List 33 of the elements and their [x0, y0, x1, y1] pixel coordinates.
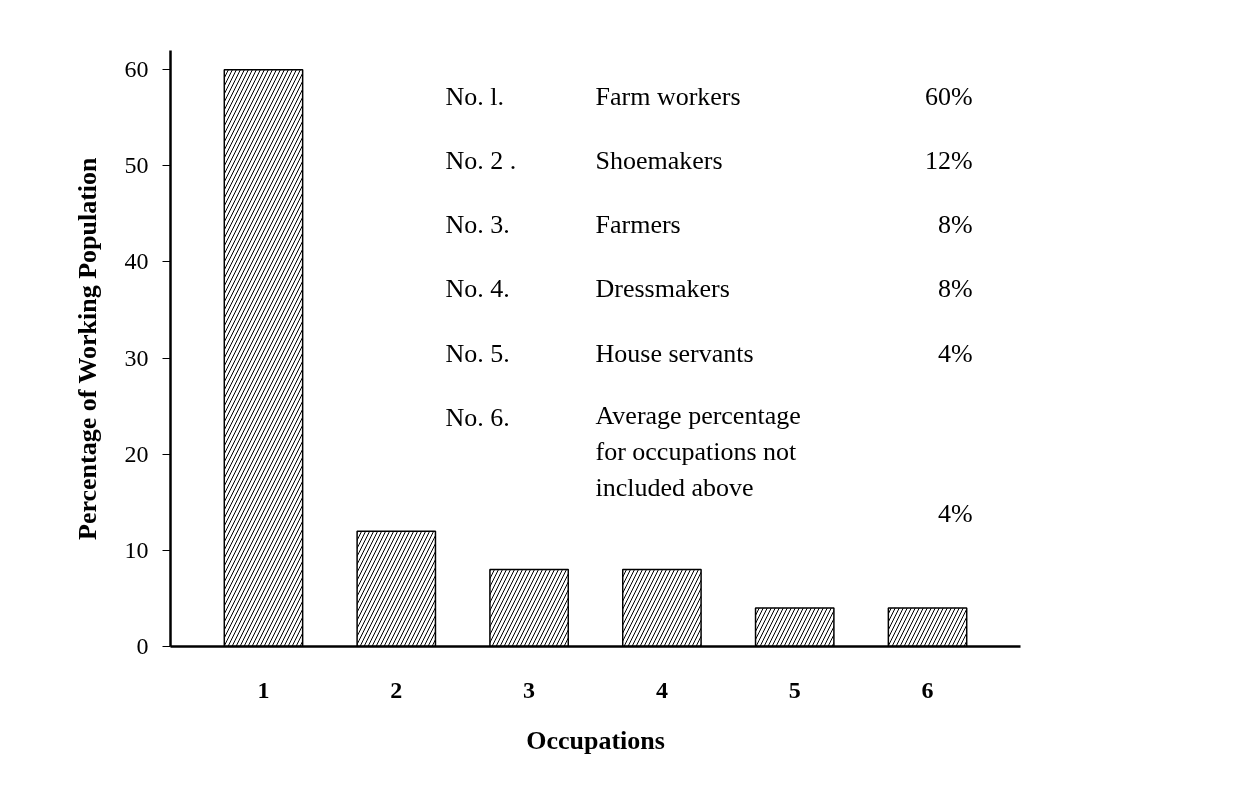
annotation: Average percentage for occupations not included above	[595, 400, 801, 503]
annotation: Farm workers	[595, 82, 741, 112]
annotation: 4%	[938, 338, 973, 368]
annotation: No. 5.	[445, 338, 510, 368]
x-tick-label: 2	[390, 676, 403, 703]
x-tick-label: 6	[921, 676, 934, 703]
y-axis-title: Percentage of Working Population	[72, 156, 102, 540]
y-tick-label: 30	[124, 344, 149, 371]
annotation: No. l.	[445, 82, 504, 112]
annotation: No. 6.	[445, 402, 510, 432]
annotation: Farmers	[595, 210, 681, 240]
annotation: No. 2 .	[445, 146, 517, 176]
annotation: 12%	[925, 146, 973, 176]
annotation: No. 4.	[445, 274, 510, 304]
annotation: Dressmakers	[595, 274, 730, 304]
y-tick-label: 40	[124, 248, 149, 275]
annotation: No. 3.	[445, 210, 510, 240]
y-tick-label: 60	[124, 56, 149, 83]
y-tick-label: 50	[124, 152, 149, 179]
x-tick-label: 3	[523, 676, 536, 703]
annotation: 4%	[938, 498, 973, 528]
x-tick-label: 5	[788, 676, 801, 703]
x-tick-label: 1	[257, 676, 270, 703]
x-tick-label: 4	[655, 676, 668, 703]
annotation: 8%	[938, 210, 973, 240]
y-tick-label: 10	[124, 536, 149, 563]
annotation: Shoemakers	[595, 146, 723, 176]
annotation: House servants	[595, 338, 754, 368]
annotation: 8%	[938, 274, 973, 304]
x-axis-title: Occupations	[526, 725, 665, 755]
y-tick-label: 0	[136, 633, 149, 659]
y-tick-label: 20	[124, 440, 149, 467]
annotation: 60%	[925, 82, 973, 112]
